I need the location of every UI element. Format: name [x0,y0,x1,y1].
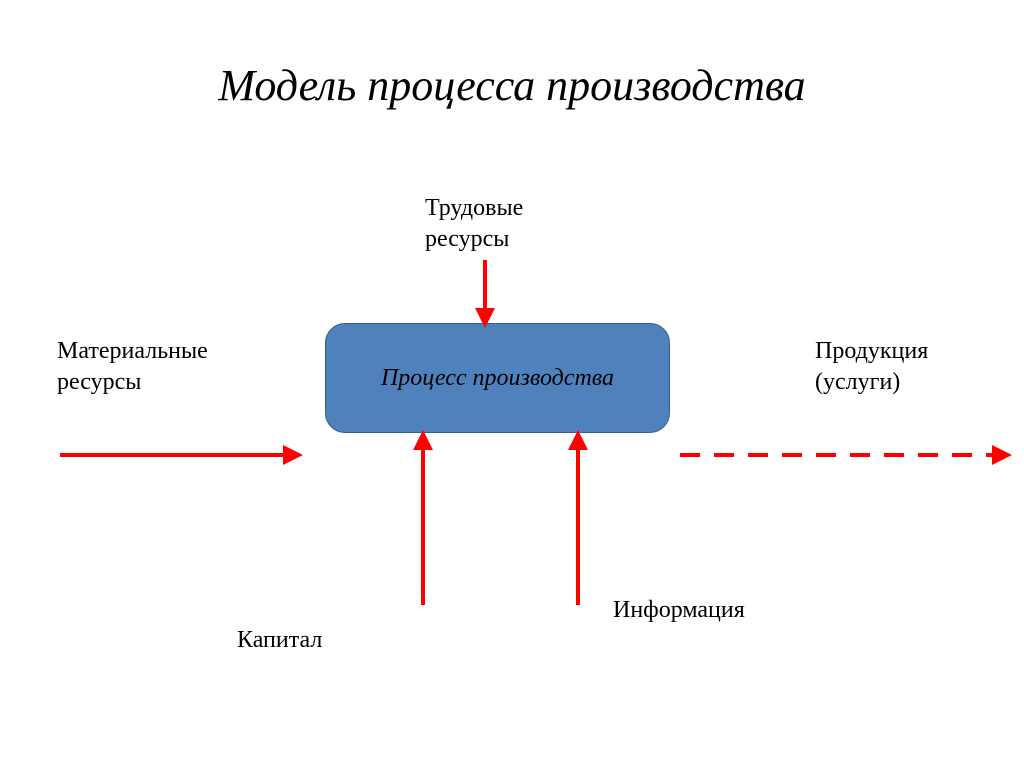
arrow-bottom-right-svg [0,0,1024,767]
